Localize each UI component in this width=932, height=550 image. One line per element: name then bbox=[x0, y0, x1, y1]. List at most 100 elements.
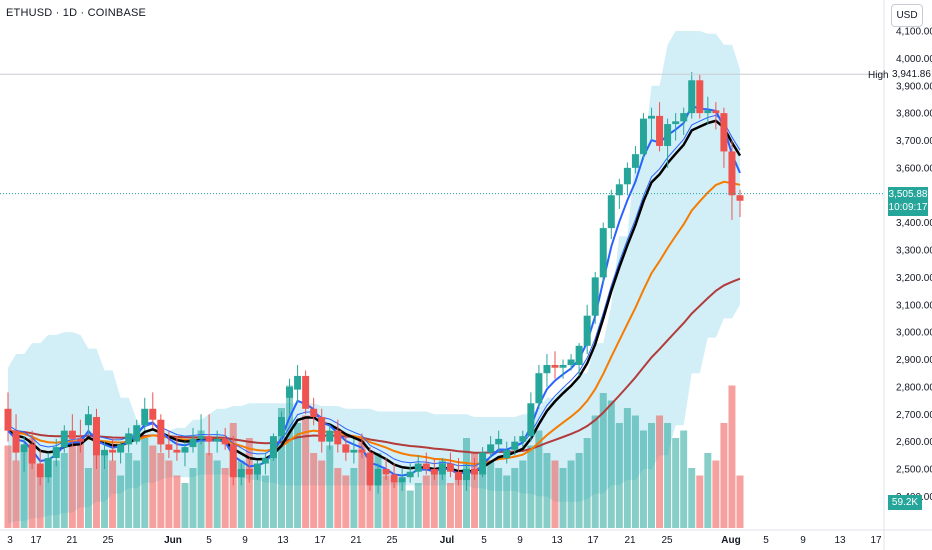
volume-bar bbox=[261, 475, 269, 528]
candle-body bbox=[607, 195, 615, 229]
candle-body bbox=[149, 408, 157, 420]
x-tick-label: 9 bbox=[242, 535, 248, 546]
y-tick-label: 3,600.00 bbox=[896, 163, 932, 174]
volume-bar bbox=[438, 460, 446, 528]
candle-body bbox=[583, 315, 591, 346]
y-tick-label: 4,100.00 bbox=[896, 27, 932, 38]
y-tick-label: 2,600.00 bbox=[896, 437, 932, 448]
candle-body bbox=[245, 469, 253, 475]
volume-bar bbox=[277, 408, 285, 528]
x-tick-label: 17 bbox=[870, 535, 882, 546]
candle-body bbox=[358, 449, 366, 453]
volume-bar bbox=[591, 415, 599, 528]
candle-body bbox=[213, 438, 221, 442]
volume-bar bbox=[181, 483, 189, 528]
candle-body bbox=[294, 375, 302, 390]
volume-bar bbox=[446, 483, 454, 528]
candle-body bbox=[36, 463, 44, 478]
candle-body bbox=[366, 452, 374, 486]
volume-bar bbox=[4, 445, 12, 528]
volume-bar bbox=[503, 475, 511, 528]
volume-badge: 59.2K bbox=[888, 495, 922, 510]
volume-bar bbox=[358, 438, 366, 528]
volume-bar bbox=[302, 415, 310, 528]
volume-bar bbox=[511, 468, 519, 528]
x-tick-label: Jul bbox=[440, 535, 455, 546]
volume-bar bbox=[639, 430, 647, 528]
candle-body bbox=[334, 430, 342, 445]
last-price-value: 3,505.88 bbox=[888, 189, 928, 200]
candle-body bbox=[527, 403, 535, 437]
candle-body bbox=[374, 469, 382, 486]
volume-bar bbox=[141, 438, 149, 528]
volume-bar bbox=[487, 460, 495, 528]
candle-body bbox=[454, 471, 462, 480]
symbol-title[interactable]: ETHUSD · 1D · COINBASE bbox=[6, 7, 147, 19]
volume-bar bbox=[535, 430, 543, 528]
volume-bar bbox=[350, 468, 358, 528]
x-tick-label: 5 bbox=[481, 535, 487, 546]
candle-body bbox=[342, 444, 350, 453]
candle-body bbox=[125, 433, 133, 445]
candle-body bbox=[720, 113, 728, 152]
candle-body bbox=[237, 469, 245, 478]
volume-bar bbox=[92, 423, 100, 528]
candle-body bbox=[463, 469, 471, 480]
x-tick-label: 17 bbox=[30, 535, 42, 546]
candle-body bbox=[696, 80, 704, 114]
candle-body bbox=[543, 364, 551, 374]
candle-body bbox=[559, 364, 567, 368]
volume-bar bbox=[221, 468, 229, 528]
candle-body bbox=[519, 436, 527, 442]
candle-body bbox=[414, 463, 422, 472]
candle-body bbox=[12, 430, 20, 453]
volume-bar bbox=[173, 475, 181, 528]
candle-body bbox=[20, 444, 28, 453]
volume-bar bbox=[672, 438, 680, 528]
candle-body bbox=[664, 124, 672, 146]
volume-bar bbox=[149, 445, 157, 528]
x-tick-label: 21 bbox=[624, 535, 636, 546]
volume-bar bbox=[109, 460, 117, 528]
candle-body bbox=[173, 449, 181, 453]
candle-body bbox=[269, 436, 277, 459]
candle-body bbox=[318, 416, 326, 442]
volume-bar bbox=[631, 415, 639, 528]
currency-unit-button[interactable]: USD bbox=[891, 4, 923, 27]
volume-bar bbox=[543, 453, 551, 528]
x-tick-label: 25 bbox=[102, 535, 114, 546]
candle-body bbox=[591, 277, 599, 316]
candle-body bbox=[479, 452, 487, 475]
y-tick-label: 3,300.00 bbox=[896, 246, 932, 257]
volume-bar bbox=[165, 460, 173, 528]
volume-bar bbox=[28, 438, 36, 528]
volume-bar bbox=[567, 460, 575, 528]
candle-body bbox=[197, 436, 205, 439]
candle-body bbox=[446, 463, 454, 472]
candle-body bbox=[728, 151, 736, 196]
y-tick-label: 2,700.00 bbox=[896, 410, 932, 421]
volume-bar bbox=[213, 460, 221, 528]
y-tick-label: 4,000.00 bbox=[896, 54, 932, 65]
volume-bar bbox=[575, 453, 583, 528]
volume-bar bbox=[76, 438, 84, 528]
y-tick-label: 3,000.00 bbox=[896, 328, 932, 339]
high-label: High bbox=[868, 70, 889, 81]
y-tick-label: 3,700.00 bbox=[896, 136, 932, 147]
candle-body bbox=[133, 425, 141, 442]
y-tick-label: 3,900.00 bbox=[896, 81, 932, 92]
y-tick-label: 3,100.00 bbox=[896, 300, 932, 311]
volume-bar bbox=[245, 438, 253, 528]
candle-body bbox=[648, 115, 656, 119]
volume-bar bbox=[342, 475, 350, 528]
volume-bar bbox=[84, 468, 92, 528]
x-tick-label: 21 bbox=[350, 535, 362, 546]
volume-bar bbox=[237, 460, 245, 528]
volume-bar bbox=[117, 475, 125, 528]
candle-body bbox=[551, 364, 559, 368]
candle-body bbox=[639, 118, 647, 155]
volume-bar bbox=[20, 453, 28, 528]
volume-bar bbox=[704, 453, 712, 528]
volume-bar bbox=[60, 453, 68, 528]
